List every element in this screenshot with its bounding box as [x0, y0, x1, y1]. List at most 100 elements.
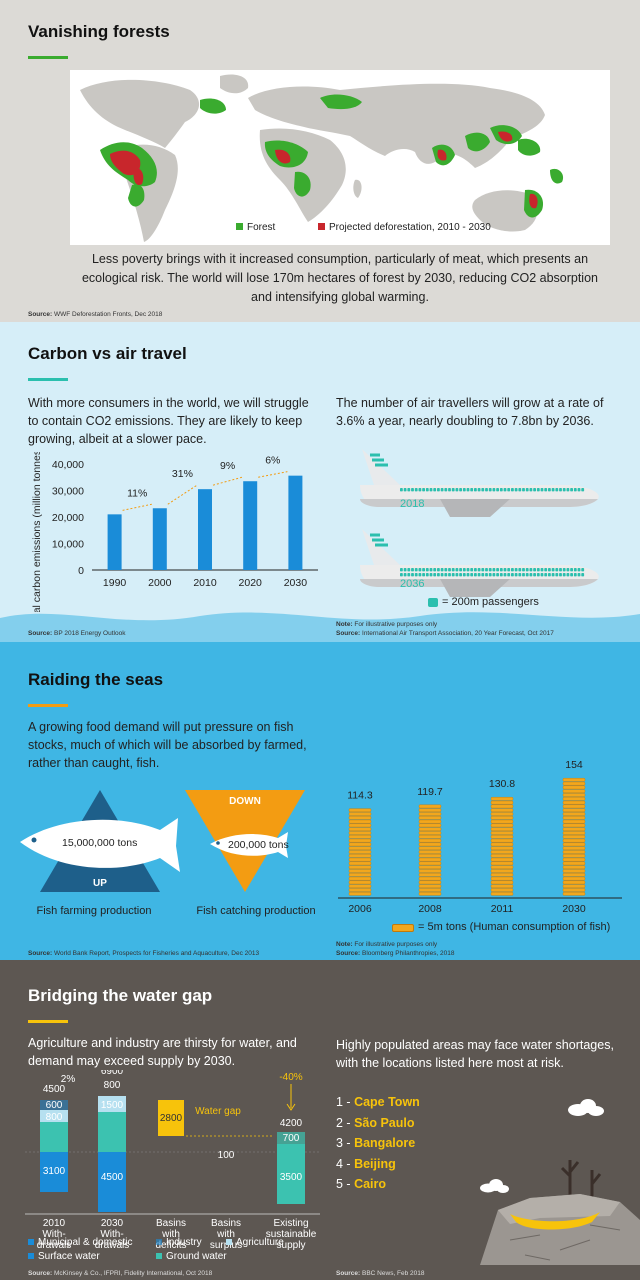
catch-caption: Fish catching production [196, 905, 315, 917]
coin [490, 808, 514, 813]
value-label: 600 [46, 1100, 63, 1111]
source-line: Source: International Air Transport Asso… [336, 630, 554, 637]
title-underline [28, 56, 68, 59]
x-tick-label: Existing sustainable supply [266, 1218, 317, 1251]
passenger-seat [514, 568, 518, 572]
fish-production-illustration: 15,000,000 tons 200,000 tons UP DOWN Fis… [20, 790, 316, 917]
legend-label: Municipal & domestic [38, 1237, 133, 1248]
growth-label: 6% [265, 455, 280, 467]
passenger-seat [433, 573, 437, 577]
passenger-seat [466, 573, 470, 577]
source-line: Source: WWF Deforestation Fronts, Dec 20… [28, 311, 163, 318]
title-underline [28, 704, 68, 707]
coin [418, 884, 442, 889]
coin [348, 853, 372, 858]
coin [490, 831, 514, 835]
passenger-seat [462, 568, 466, 572]
passenger-seat [518, 573, 522, 577]
passenger-seat [499, 568, 503, 572]
passenger-seat [566, 573, 570, 577]
coin [562, 808, 586, 813]
air-travel-intro-text: The number of air travellers will grow a… [336, 396, 604, 428]
passenger-seat [444, 488, 448, 492]
coin [418, 865, 442, 870]
coin [348, 891, 372, 896]
passenger-seat [411, 573, 414, 577]
value-label: 4500 [43, 1084, 66, 1095]
coin [490, 888, 514, 892]
passenger-seat [536, 488, 540, 492]
coin [490, 850, 514, 854]
passenger-seat [418, 568, 422, 572]
passenger-seat [518, 488, 522, 492]
passenger-seat [492, 488, 496, 492]
growth-label: 31% [172, 468, 193, 480]
passenger-seat-icon [428, 598, 438, 607]
farm-caption: Fish farming production [37, 905, 152, 917]
passenger-seat [414, 573, 418, 577]
passenger-seat [403, 488, 407, 492]
seas-body-text: A growing food demand will put pressure … [28, 720, 307, 770]
passenger-seat [555, 488, 559, 492]
passenger-seat [485, 488, 488, 492]
passenger-seat [400, 573, 403, 577]
value-label: 800 [104, 1080, 121, 1091]
coin [490, 815, 514, 820]
passenger-seat [455, 488, 459, 492]
coin [348, 865, 372, 870]
coin [418, 846, 442, 851]
coin [562, 842, 586, 847]
x-tick-label: 2010 [193, 577, 217, 589]
boat-icon [510, 1212, 600, 1230]
coin [490, 880, 514, 885]
coin [348, 808, 372, 813]
legend-swatch [156, 1253, 162, 1259]
passenger-seat [511, 573, 514, 577]
passenger-seat [462, 488, 466, 492]
source-line: Source: BP 2018 Energy Outlook [28, 630, 126, 637]
x-tick-label: 2006 [348, 903, 372, 915]
coin [562, 888, 586, 892]
passenger-seat [411, 488, 414, 492]
coin [562, 869, 586, 873]
value-label: 2% [61, 1074, 76, 1085]
passenger-seat [514, 573, 518, 577]
passenger-seat [570, 488, 573, 492]
legend-label: Industry [166, 1237, 202, 1248]
coin [490, 853, 514, 858]
passenger-seat [577, 568, 581, 572]
fish-icon [210, 832, 288, 858]
title-underline [28, 378, 68, 381]
passenger-seat [548, 568, 551, 572]
passenger-seat [525, 573, 529, 577]
coin [418, 827, 442, 832]
coin [418, 891, 442, 896]
cities-list: 1 - Cape Town 2 - São Paulo 3 - Bangalor… [336, 1092, 420, 1195]
legend-deforestation-label: Projected deforestation, 2010 - 2030 [329, 222, 491, 233]
passenger-seat [407, 568, 411, 572]
passenger-seat [485, 573, 488, 577]
x-tick-label: 2020 [239, 577, 263, 589]
passenger-seat [573, 573, 577, 577]
passenger-seat [529, 568, 533, 572]
value-label: 119.7 [417, 786, 443, 798]
section-title: Raiding the seas [28, 670, 164, 689]
section-water-gap: Bridging the water gap Agriculture and i… [0, 960, 640, 1280]
passenger-seat [507, 573, 511, 577]
coin [418, 880, 442, 885]
passenger-seat [573, 568, 577, 572]
passenger-seat [551, 568, 555, 572]
passenger-seat [511, 488, 514, 492]
passenger-seat [536, 568, 540, 572]
passenger-seat [488, 568, 492, 572]
coin [418, 823, 442, 828]
coin [348, 819, 372, 824]
city-item: 1 - Cape Town [336, 1095, 420, 1109]
value-label: 800 [46, 1112, 63, 1123]
note-line: Note: For illustrative purposes only [336, 941, 438, 948]
value-label: 4500 [101, 1172, 124, 1183]
passenger-seat [555, 568, 559, 572]
coin [418, 808, 442, 813]
coin [562, 777, 586, 782]
coin [562, 872, 586, 877]
